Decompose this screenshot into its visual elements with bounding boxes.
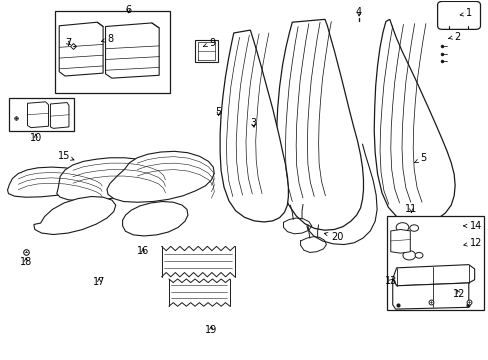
Polygon shape [50, 103, 69, 129]
Circle shape [402, 251, 415, 260]
Text: 17: 17 [93, 277, 105, 287]
Text: 19: 19 [205, 325, 217, 335]
Polygon shape [107, 151, 214, 202]
Polygon shape [57, 158, 165, 201]
Text: 4: 4 [355, 7, 362, 17]
Text: 10: 10 [30, 133, 42, 143]
Polygon shape [59, 22, 103, 76]
Text: 5: 5 [414, 153, 426, 163]
Polygon shape [373, 19, 454, 223]
Text: 2: 2 [447, 32, 460, 41]
FancyBboxPatch shape [194, 40, 218, 62]
Text: 7: 7 [65, 38, 71, 48]
Polygon shape [105, 23, 159, 78]
Circle shape [409, 225, 418, 231]
Polygon shape [392, 279, 468, 309]
Circle shape [395, 223, 408, 232]
Polygon shape [390, 229, 409, 253]
Text: 9: 9 [203, 38, 215, 48]
Bar [386, 216, 484, 310]
Polygon shape [122, 202, 187, 236]
FancyBboxPatch shape [437, 1, 480, 30]
Text: 11: 11 [405, 204, 417, 215]
Text: 13: 13 [384, 276, 396, 286]
Text: 14: 14 [463, 221, 481, 231]
Polygon shape [220, 30, 288, 222]
Text: 12: 12 [452, 289, 464, 299]
Text: 12: 12 [463, 238, 481, 248]
Polygon shape [392, 265, 474, 286]
Text: 16: 16 [137, 246, 149, 256]
Polygon shape [276, 19, 363, 230]
Circle shape [414, 252, 422, 258]
Bar [9, 98, 74, 131]
Text: 8: 8 [101, 34, 113, 44]
Text: 20: 20 [324, 232, 343, 242]
Text: 3: 3 [250, 118, 256, 128]
Text: 15: 15 [58, 150, 74, 161]
Polygon shape [7, 167, 102, 197]
Polygon shape [27, 102, 48, 128]
Text: 5: 5 [215, 107, 222, 117]
Bar [55, 12, 170, 93]
Text: 6: 6 [125, 5, 131, 15]
Text: 18: 18 [20, 257, 32, 267]
Polygon shape [34, 197, 116, 234]
Text: 1: 1 [459, 8, 471, 18]
